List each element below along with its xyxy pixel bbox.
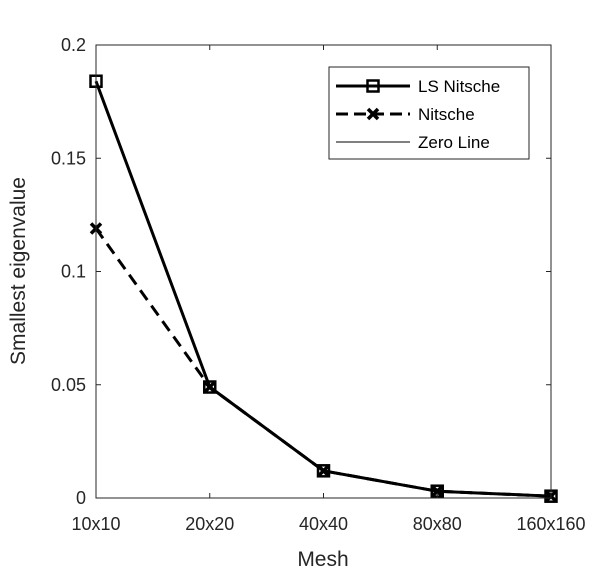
y-tick-label: 0.1 xyxy=(61,262,86,282)
legend-label: LS Nitsche xyxy=(418,77,500,96)
x-axis-label: Mesh xyxy=(297,548,348,571)
y-tick-label: 0.15 xyxy=(51,148,86,168)
y-axis-label: Smallest eigenvalue xyxy=(7,177,30,365)
x-tick-label: 20x20 xyxy=(185,514,234,534)
x-tick-label: 10x10 xyxy=(71,514,120,534)
legend-marker xyxy=(366,107,380,121)
legend: LS Nitsche Nitsche Zero Line xyxy=(328,66,530,160)
legend-label: Zero Line xyxy=(418,133,490,152)
y-tick-label: 0 xyxy=(76,488,86,508)
data-point-ls-nitsche xyxy=(316,464,331,478)
x-tick-label: 80x80 xyxy=(413,514,462,534)
ticks-layer: 10x10 20x20 40x40 80x80 160x160 0 0.05 0.1 0.15 0… xyxy=(51,35,586,534)
legend-entries: LS Nitsche Nitsche Zero Line xyxy=(336,77,500,152)
legend-label: Nitsche xyxy=(418,105,475,124)
y-tick-label: 0.05 xyxy=(51,375,86,395)
x-tick-label: 160x160 xyxy=(516,514,585,534)
x-tick-label: 40x40 xyxy=(299,514,348,534)
y-tick-label: 0.2 xyxy=(61,35,86,55)
legend-marker xyxy=(366,79,380,93)
series-line-ls-nitsche xyxy=(94,80,552,498)
data-point-ls-nitsche xyxy=(203,380,217,394)
